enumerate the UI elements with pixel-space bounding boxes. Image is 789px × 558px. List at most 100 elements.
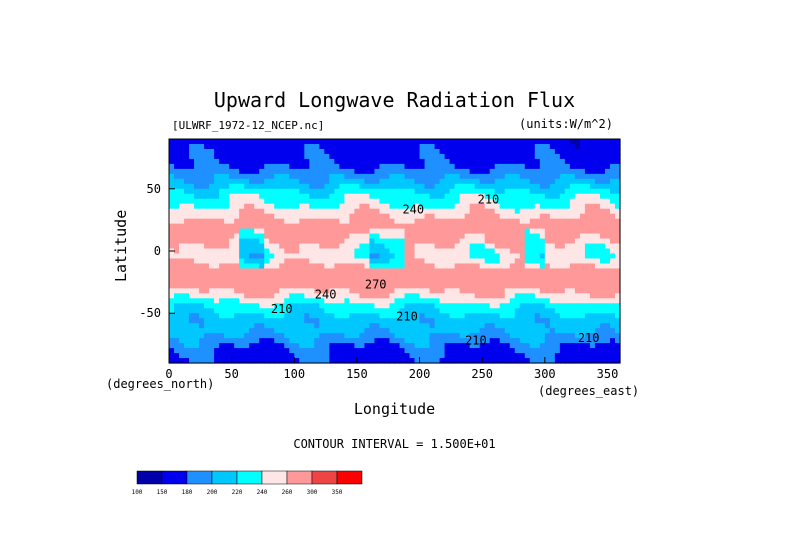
field-cell xyxy=(609,333,616,339)
field-cell xyxy=(449,153,456,160)
field-cell xyxy=(324,293,330,299)
field-cell xyxy=(334,203,340,210)
field-cell xyxy=(184,228,190,235)
field-cell xyxy=(504,243,511,250)
field-cell xyxy=(204,173,210,180)
field-cell xyxy=(574,328,581,334)
field-cell xyxy=(524,183,531,190)
field-cell xyxy=(314,228,320,235)
field-cell xyxy=(194,188,200,195)
field-cell xyxy=(204,188,210,195)
field-cell xyxy=(174,313,180,319)
field-cell xyxy=(504,333,511,339)
field-cell xyxy=(464,253,471,260)
field-cell xyxy=(579,248,586,255)
field-cell xyxy=(494,318,501,324)
field-cell xyxy=(394,223,401,230)
field-cell xyxy=(369,313,376,319)
field-cell xyxy=(209,233,215,240)
field-cell xyxy=(389,328,396,334)
field-cell xyxy=(564,313,571,319)
field-cell xyxy=(329,323,335,329)
field-cell xyxy=(379,318,386,324)
field-cell xyxy=(419,233,426,240)
field-cell xyxy=(509,293,516,299)
field-cell xyxy=(344,303,350,309)
field-cell xyxy=(309,139,315,145)
field-cell xyxy=(554,233,561,240)
field-cell xyxy=(459,153,466,160)
field-cell xyxy=(494,203,501,210)
field-cell xyxy=(444,253,451,260)
field-cell xyxy=(184,198,190,205)
field-cell xyxy=(399,158,406,165)
field-cell xyxy=(379,358,386,364)
field-cell xyxy=(204,353,210,359)
field-cell xyxy=(594,238,601,245)
field-cell xyxy=(599,233,606,240)
field-cell xyxy=(389,198,396,205)
field-cell xyxy=(434,188,441,195)
field-cell xyxy=(174,298,180,304)
field-cell xyxy=(459,283,466,289)
field-cell xyxy=(484,233,491,240)
field-cell xyxy=(269,218,275,225)
field-cell xyxy=(574,298,581,304)
field-cell xyxy=(484,173,491,180)
field-cell xyxy=(399,228,406,235)
field-cell xyxy=(199,208,205,215)
field-cell xyxy=(514,253,521,260)
field-cell xyxy=(289,278,295,284)
field-cell xyxy=(214,243,220,250)
field-cell xyxy=(469,223,476,230)
field-cell xyxy=(484,243,491,250)
field-cell xyxy=(474,258,481,265)
field-cell xyxy=(199,168,205,175)
field-cell xyxy=(249,258,255,265)
field-cell xyxy=(589,323,596,329)
field-cell xyxy=(484,333,491,339)
field-cell xyxy=(264,178,270,185)
field-cell xyxy=(449,278,456,284)
field-cell xyxy=(284,253,290,260)
field-cell xyxy=(359,298,366,304)
field-cell xyxy=(549,208,556,215)
field-cell xyxy=(334,288,340,294)
field-cell xyxy=(179,348,185,354)
field-cell xyxy=(309,228,315,235)
field-cell xyxy=(614,268,621,274)
field-cell xyxy=(609,158,616,165)
field-cell xyxy=(274,328,280,334)
field-cell xyxy=(609,318,616,324)
field-cell xyxy=(384,333,391,339)
field-cell xyxy=(574,313,581,319)
field-cell xyxy=(274,218,280,225)
field-cell xyxy=(584,238,591,245)
field-cell xyxy=(579,198,586,205)
field-cell xyxy=(379,338,386,344)
field-cell xyxy=(209,293,215,299)
field-cell xyxy=(209,298,215,304)
field-cell xyxy=(519,143,526,150)
field-cell xyxy=(204,153,210,160)
field-cell xyxy=(344,178,350,185)
field-cell xyxy=(409,143,416,150)
field-cell xyxy=(389,158,396,165)
field-cell xyxy=(464,183,471,190)
field-cell xyxy=(484,283,491,289)
field-cell xyxy=(574,153,581,160)
field-cell xyxy=(234,193,240,200)
field-cell xyxy=(559,153,566,160)
field-cell xyxy=(459,218,466,225)
field-cell xyxy=(474,193,481,200)
field-cell xyxy=(254,288,260,294)
field-cell xyxy=(214,293,220,299)
field-cell xyxy=(224,153,230,160)
field-cell xyxy=(459,158,466,165)
field-cell xyxy=(254,248,260,255)
field-cell xyxy=(484,208,491,215)
field-cell xyxy=(614,243,621,250)
field-cell xyxy=(289,273,295,279)
field-cell xyxy=(579,258,586,265)
contour-label: 210 xyxy=(578,331,600,345)
